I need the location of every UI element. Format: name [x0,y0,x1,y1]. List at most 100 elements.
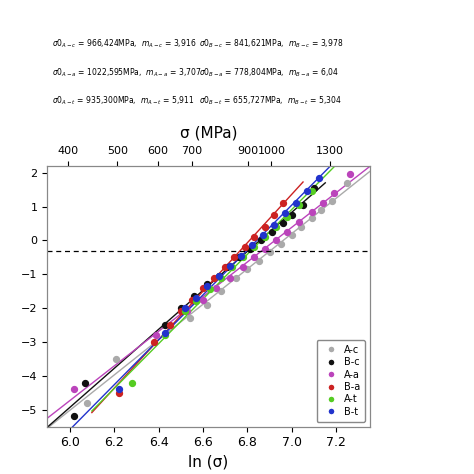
B-c [215,272,222,280]
B-c [279,219,287,227]
A-a [346,171,354,178]
A-a [250,254,258,261]
Text: $\sigma0_{B-t}$ = 655,727MPa,  $m_{B-t}$ = 5,304: $\sigma0_{B-t}$ = 655,727MPa, $m_{B-t}$ … [199,95,342,107]
A-c [297,223,305,231]
B-t [115,385,122,393]
B-a [250,233,258,241]
B-a [210,274,218,282]
A-a [239,264,247,271]
A-c [266,248,273,256]
A-a [226,274,234,282]
A-a [70,385,78,393]
B-t [292,200,300,207]
B-c [204,281,211,288]
A-a [273,237,280,244]
B-t [162,330,169,337]
A-t [217,274,225,282]
A-t [250,243,258,251]
A-t [239,254,247,261]
B-a [150,338,158,346]
A-c [244,265,251,273]
A-t [182,308,189,315]
X-axis label: ln (σ): ln (σ) [189,455,228,470]
A-t [283,213,291,220]
B-t [248,242,255,249]
B-c [177,304,184,312]
B-t [282,210,289,217]
A-c [233,274,240,282]
B-a [115,389,122,397]
A-c [308,215,316,222]
A-c [344,179,351,187]
A-t [206,286,213,293]
A-t [128,379,136,386]
B-a [199,284,207,292]
A-c [328,198,336,205]
B-a [279,200,287,207]
X-axis label: σ (MPa): σ (MPa) [180,126,237,141]
B-t [270,221,278,229]
A-a [153,331,160,339]
A-a [212,284,220,292]
B-a [188,296,196,303]
B-c [162,321,169,329]
B-t [192,294,200,302]
A-t [192,298,200,305]
A-c [186,314,193,322]
B-c [299,201,307,209]
A-c [217,287,225,295]
A-t [228,264,236,271]
A-a [199,296,207,303]
B-c [288,211,296,219]
Text: $\sigma0_{A-c}$ = 966,424MPa,  $m_{A-c}$ = 3,916: $\sigma0_{A-c}$ = 966,424MPa, $m_{A-c}$ … [52,38,197,50]
B-a [241,243,249,251]
A-t [295,201,302,209]
B-t [182,304,189,312]
A-t [262,233,269,241]
A-a [319,200,327,207]
A-c [112,355,120,363]
B-t [215,272,222,280]
A-t [162,331,169,339]
A-c [83,399,91,407]
B-c [224,264,231,271]
A-a [295,218,302,226]
A-t [273,223,280,231]
A-c [277,240,284,247]
B-a [262,223,269,231]
A-c [317,206,325,214]
B-t [237,252,245,259]
B-c [191,292,198,300]
B-t [204,283,211,290]
A-c [204,301,211,309]
B-t [315,174,322,182]
B-a [230,254,238,261]
B-c [246,245,254,253]
B-c [257,237,264,244]
B-c [70,413,78,420]
B-t [259,231,267,239]
Text: $\sigma0_{A-a}$ = 1022,595MPa,  $m_{A-a}$ = 3,707: $\sigma0_{A-a}$ = 1022,595MPa, $m_{A-a}$… [52,66,201,79]
A-c [255,257,263,264]
B-a [221,264,229,271]
A-a [308,208,316,215]
A-t [308,188,316,195]
Text: $\sigma0_{B-a}$ = 778,804MPa,  $m_{B-a}$ = 6,04: $\sigma0_{B-a}$ = 778,804MPa, $m_{B-a}$ … [199,66,339,79]
B-t [226,262,234,270]
Legend: A-c, B-c, A-a, B-a, A-t, B-t: A-c, B-c, A-a, B-a, A-t, B-t [317,340,365,422]
A-a [283,228,291,236]
A-a [330,189,338,197]
B-c [235,254,242,261]
B-c [268,228,276,236]
B-a [166,321,173,329]
A-a [262,245,269,253]
B-t [304,188,311,195]
Text: $\sigma0_{A-t}$ = 935,300MPa,  $m_{A-t}$ = 5,911: $\sigma0_{A-t}$ = 935,300MPa, $m_{A-t}$ … [52,95,195,107]
B-c [82,379,89,386]
B-c [310,184,318,191]
A-c [288,231,296,239]
A-a [183,308,191,315]
B-a [270,211,278,219]
Text: $\sigma0_{B-c}$ = 841,621MPa,  $m_{B-c}$ = 3,978: $\sigma0_{B-c}$ = 841,621MPa, $m_{B-c}$ … [199,38,343,50]
B-a [177,308,184,315]
